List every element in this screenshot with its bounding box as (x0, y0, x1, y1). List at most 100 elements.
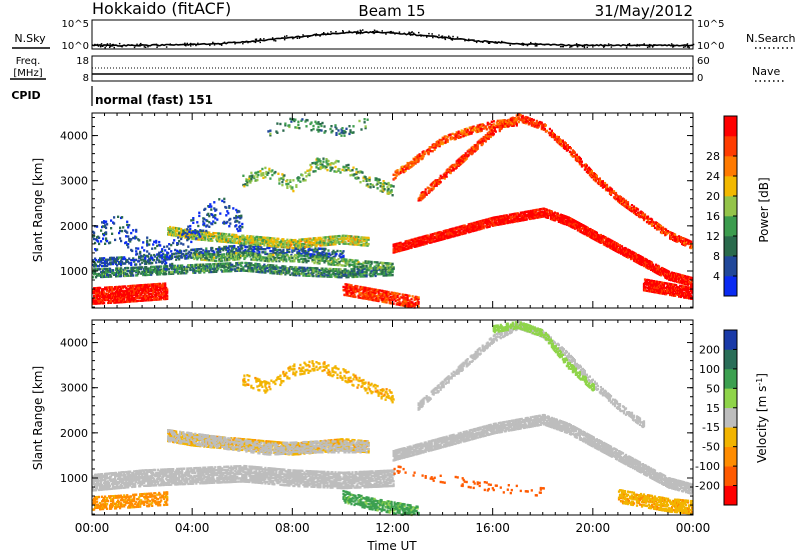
scatter-cell-power (304, 268, 306, 270)
scatter-cell-power (354, 296, 356, 298)
scatter-cell-power (301, 238, 303, 240)
nsearch-dot (136, 44, 138, 46)
scatter-cell-power (230, 253, 232, 255)
nsearch-label: N.Search (746, 32, 796, 45)
scatter-cell-power (342, 286, 344, 288)
nsearch-dot (457, 37, 459, 39)
scatter-cell-power (95, 264, 97, 266)
scatter-cell-power (295, 240, 297, 242)
nsearch-dot (106, 45, 108, 47)
scatter-cell-power (343, 235, 345, 237)
scatter-cell-power (185, 253, 187, 255)
scatter-cell-power (383, 262, 385, 264)
nsearch-dot (385, 33, 387, 35)
nsearch-dot (426, 36, 428, 38)
scatter-cell-power (353, 268, 355, 270)
nsearch-dot (360, 33, 362, 35)
scatter-cell-power (366, 265, 368, 267)
scatter-cell-power (289, 274, 291, 276)
scatter-cell-power (127, 270, 129, 272)
nsearch-dot (435, 36, 437, 38)
scatter-cell-power (97, 298, 99, 300)
scatter-cell-power (293, 258, 295, 260)
nsearch-dot (584, 44, 586, 46)
scatter-cell-power (258, 251, 260, 253)
scatter-cell-power (411, 298, 413, 300)
nsearch-dot (661, 45, 663, 47)
nsearch-dot (260, 38, 262, 40)
scatter-cell-power (217, 254, 219, 256)
nsearch-dot (365, 31, 367, 33)
scatter-cell-power (390, 302, 392, 304)
nsearch-dot (307, 36, 309, 38)
cpid-label: CPID (11, 89, 40, 102)
nsearch-dot (342, 30, 344, 32)
scatter-cell-power (112, 269, 114, 271)
scatter-cell-power (213, 253, 215, 255)
nsearch-dot (297, 38, 299, 40)
scatter-cell-power (188, 251, 190, 253)
scatter-cell-power (418, 296, 420, 298)
scatter-cell-power (602, 240, 604, 242)
scatter-cell-power (362, 262, 364, 264)
nsky-trace (92, 32, 693, 46)
scatter-cell-power (234, 268, 236, 270)
nsearch-dot (234, 43, 236, 45)
scatter-cell-power (484, 225, 486, 227)
scatter-cell-power (368, 237, 370, 239)
scatter-cell-power (397, 302, 399, 304)
nsearch-dot (190, 45, 192, 47)
scatter-cell-power (360, 241, 362, 243)
scatter-cell-power (338, 261, 340, 263)
freq-label-2: [MHz] (13, 68, 42, 79)
scatter-cell-power (225, 233, 227, 235)
scatter-cell-power (135, 263, 137, 265)
nsearch-dot (97, 44, 99, 46)
scatter-cell-power (178, 228, 180, 230)
scatter-cell-power (198, 252, 200, 254)
scatter-cell-power (235, 262, 237, 264)
nsearch-dot (501, 41, 503, 43)
scatter-cell-power (492, 221, 494, 223)
scatter-cell-power (173, 253, 175, 255)
scatter-cell-power (213, 256, 215, 258)
scatter-cell-power (288, 257, 290, 259)
scatter-cell-power (168, 271, 170, 273)
nsearch-dot (284, 36, 286, 38)
scatter-cell-power (333, 264, 335, 266)
scatter-cell-power (427, 234, 429, 236)
scatter-cell-power (370, 291, 372, 293)
scatter-cell-power (103, 302, 105, 304)
scatter-cell-power (171, 253, 173, 255)
scatter-cell-power (326, 236, 328, 238)
scatter-cell-power (170, 271, 172, 273)
scatter-cell-power (345, 259, 347, 261)
scatter-cell-power (208, 259, 210, 261)
nsearch-dot (693, 44, 695, 46)
scatter-cell-power (319, 244, 321, 246)
scatter-cell-power (164, 282, 166, 284)
scatter-cell-power (633, 255, 635, 257)
scatter-cell-power (202, 264, 204, 266)
scatter-cell-power (160, 265, 162, 267)
scatter-cell-power (397, 293, 399, 295)
scatter-cell-power (215, 254, 217, 256)
cpid-text: normal (fast) 151 (95, 93, 213, 107)
scatter-cell-power (150, 254, 152, 256)
nsearch-dot (134, 47, 136, 49)
nsearch-dot (683, 46, 685, 48)
scatter-cell-power (348, 263, 350, 265)
scatter-cell-power (161, 296, 163, 298)
scatter-cell-power (101, 262, 103, 264)
scatter-cell-power (292, 239, 294, 241)
nsearch-dot (356, 33, 358, 35)
nsearch-dot (245, 41, 247, 43)
nsearch-dot (438, 34, 440, 36)
nsearch-dot (284, 39, 286, 41)
scatter-cell-power (172, 227, 174, 229)
scatter-cell-power (617, 243, 619, 245)
scatter-cell-power (211, 247, 213, 249)
scatter-cell-power (237, 267, 239, 269)
